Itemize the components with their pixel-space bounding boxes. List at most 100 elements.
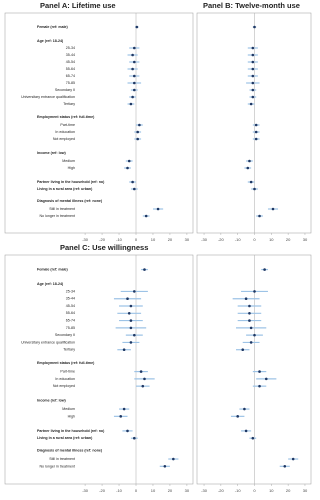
row-label: Part-time — [60, 370, 75, 374]
estimate-point — [244, 297, 248, 301]
estimate-point — [251, 74, 255, 78]
estimate-point — [131, 67, 134, 71]
estimate-point — [122, 348, 126, 352]
estimate-point — [119, 415, 123, 418]
estimate-point — [138, 123, 141, 127]
estimate-point — [133, 60, 136, 64]
estimate-point — [241, 348, 245, 352]
row-label: 25-34 — [66, 46, 75, 50]
estimate-point — [249, 326, 253, 330]
row-label: Not employed — [53, 137, 75, 141]
x-tick-label: 30 — [303, 488, 308, 493]
estimate-point — [251, 88, 255, 92]
estimate-point — [133, 74, 136, 78]
estimate-point — [253, 25, 256, 29]
x-tick-label: -10 — [116, 488, 123, 493]
row-label: Universitary entrance qualification — [21, 95, 75, 99]
x-tick-label: -20 — [218, 488, 225, 493]
estimate-point — [127, 311, 131, 315]
x-tick-label: -30 — [201, 237, 208, 242]
estimate-point — [131, 180, 134, 184]
row-label: Not employed — [53, 384, 75, 388]
x-tick-label: 0 — [253, 488, 256, 493]
x-tick-label: 0 — [253, 237, 256, 242]
estimate-point — [143, 377, 146, 381]
row-label: Female (ref: male) — [37, 268, 69, 272]
estimate-point — [253, 290, 256, 293]
estimate-point — [254, 137, 258, 141]
row-label: 35-44 — [66, 53, 75, 57]
estimate-point — [258, 214, 261, 218]
estimate-point — [248, 319, 251, 322]
estimate-point — [254, 130, 258, 134]
panel-title: Panel A: Lifetime use — [40, 1, 116, 10]
estimate-point — [263, 268, 266, 271]
row-label: Diagnosis of mental illness (ref: none) — [37, 199, 103, 203]
estimate-point — [131, 53, 134, 57]
estimate-point — [136, 137, 139, 141]
x-tick-label: -20 — [218, 237, 225, 242]
panel-frame — [196, 254, 312, 485]
row-label: No longer in treatment — [39, 214, 75, 218]
estimate-point — [244, 429, 248, 433]
estimate-point — [172, 457, 175, 461]
estimate-point — [129, 319, 133, 322]
x-tick-label: -30 — [201, 488, 208, 493]
row-label: Employment status (ref: full-time) — [37, 361, 95, 365]
estimate-point — [126, 297, 129, 301]
estimate-point — [236, 415, 239, 418]
row-label: Income (ref: low) — [37, 151, 67, 155]
row-label: Living in a rural area (ref: urban) — [37, 187, 93, 191]
estimate-point — [253, 333, 256, 337]
estimate-point — [258, 384, 261, 388]
estimate-point — [129, 304, 133, 308]
row-label: 65-74 — [66, 74, 75, 78]
x-tick-label: 20 — [168, 237, 173, 242]
estimate-point — [139, 370, 143, 373]
row-label: 45-54 — [66, 304, 75, 308]
row-label: Age (ref: 18-24) — [37, 39, 64, 43]
estimate-point — [251, 53, 255, 57]
estimate-point — [248, 311, 251, 315]
panel-frame — [196, 12, 312, 234]
estimate-point — [249, 180, 253, 184]
x-tick-label: -30 — [82, 488, 89, 493]
panel-frame — [4, 12, 194, 234]
row-label: High — [68, 166, 75, 170]
row-label: Employment status (ref: full-time) — [37, 115, 95, 119]
row-label: 65-74 — [66, 319, 75, 323]
panel-title: Panel C: Use willingness — [60, 243, 148, 252]
row-label: Female (ref: male) — [37, 25, 69, 29]
estimate-point — [291, 457, 295, 461]
x-tick-label: 30 — [185, 237, 190, 242]
estimate-point — [133, 81, 136, 85]
x-tick-label: -30 — [82, 237, 89, 242]
estimate-point — [253, 187, 256, 191]
estimate-point — [243, 407, 246, 411]
row-label: Income (ref: low) — [37, 399, 67, 403]
row-label: Secondary II — [55, 333, 75, 337]
estimate-point — [249, 102, 253, 106]
row-label: High — [68, 414, 75, 418]
estimate-point — [127, 159, 131, 163]
x-tick-label: 0 — [135, 488, 138, 493]
row-label: Diagnosis of mental illness (ref: none) — [37, 449, 103, 453]
estimate-point — [135, 25, 139, 29]
row-label: Part-time — [60, 123, 75, 127]
estimate-point — [251, 436, 255, 440]
estimate-point — [144, 214, 148, 218]
estimate-point — [133, 290, 136, 293]
estimate-point — [254, 123, 258, 127]
row-label: 25-34 — [66, 289, 75, 293]
x-tick-label: 30 — [303, 237, 308, 242]
row-label: Still in treatment — [49, 457, 75, 461]
x-tick-label: 20 — [286, 488, 291, 493]
x-tick-label: -20 — [99, 488, 106, 493]
estimate-point — [251, 60, 255, 64]
row-label: 75-85 — [66, 81, 75, 85]
x-tick-label: 20 — [168, 488, 173, 493]
estimate-point — [136, 130, 139, 134]
panel-title: Panel B: Twelve-month use — [203, 1, 300, 10]
estimate-point — [246, 166, 250, 170]
